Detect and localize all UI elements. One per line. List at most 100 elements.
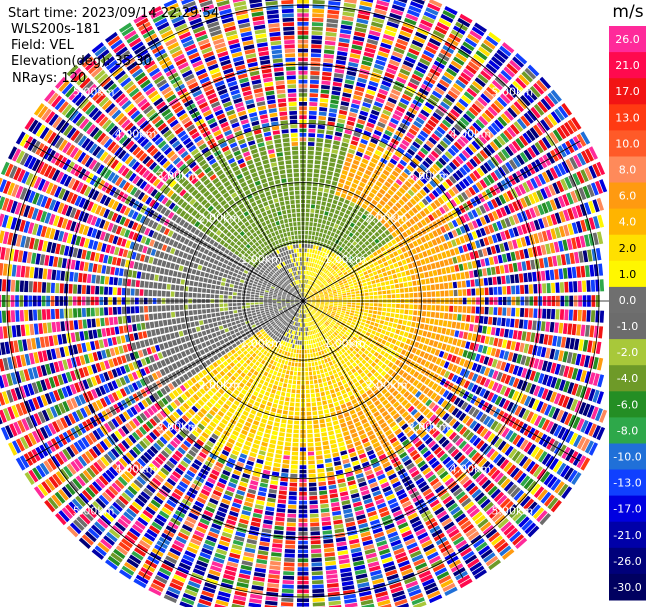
velocity-cell (315, 279, 319, 284)
velocity-cell (349, 286, 354, 290)
velocity-cell (253, 391, 259, 397)
velocity-cell (390, 197, 397, 204)
velocity-cell (457, 75, 469, 86)
velocity-cell (407, 333, 413, 339)
velocity-cell (253, 572, 266, 578)
velocity-cell (339, 316, 344, 320)
velocity-cell (560, 336, 567, 348)
velocity-cell (347, 191, 354, 197)
velocity-cell (396, 163, 405, 171)
velocity-cell (507, 240, 514, 250)
velocity-cell (419, 176, 428, 185)
velocity-cell (399, 254, 405, 260)
velocity-cell (321, 516, 331, 522)
velocity-cell (460, 547, 473, 557)
velocity-cell (356, 302, 360, 306)
velocity-cell (493, 453, 503, 464)
velocity-cell (533, 205, 541, 217)
velocity-cell (448, 175, 457, 184)
velocity-cell (428, 362, 435, 370)
velocity-cell (309, 110, 317, 115)
velocity-cell (332, 176, 339, 182)
velocity-cell (367, 328, 372, 333)
velocity-cell (486, 505, 497, 516)
velocity-cell (391, 269, 396, 274)
velocity-cell (319, 292, 324, 295)
velocity-cell (592, 389, 600, 403)
velocity-cell (332, 327, 336, 331)
velocity-cell (339, 105, 349, 111)
velocity-cell (278, 400, 284, 405)
velocity-cell (318, 115, 327, 121)
velocity-cell (387, 337, 393, 343)
velocity-cell (499, 459, 510, 470)
velocity-cell (507, 107, 518, 118)
velocity-cell (433, 446, 443, 455)
velocity-cell (526, 129, 536, 142)
velocity-cell (387, 361, 394, 368)
velocity-cell (422, 160, 430, 169)
velocity-cell (307, 290, 311, 294)
velocity-cell (377, 367, 384, 374)
velocity-cell (403, 204, 410, 211)
velocity-cell (428, 0, 443, 8)
velocity-cell (424, 257, 430, 264)
velocity-cell (520, 475, 531, 487)
velocity-cell (432, 481, 442, 490)
velocity-cell (496, 220, 503, 231)
velocity-cell (384, 465, 393, 473)
velocity-cell (313, 315, 316, 319)
velocity-cell (504, 145, 514, 157)
velocity-cell (346, 242, 352, 247)
velocity-cell (319, 306, 324, 308)
velocity-cell (554, 227, 561, 239)
velocity-cell (384, 229, 391, 236)
velocity-cell (562, 239, 569, 251)
velocity-cell (288, 361, 292, 366)
velocity-cell (493, 337, 499, 347)
velocity-cell (426, 411, 434, 419)
velocity-cell (422, 408, 431, 416)
velocity-cell (328, 166, 335, 172)
velocity-cell (328, 256, 333, 261)
velocity-cell (368, 161, 376, 168)
velocity-cell (456, 138, 466, 148)
velocity-cell (327, 310, 332, 313)
velocity-cell (460, 45, 473, 55)
velocity-cell (426, 264, 432, 271)
velocity-cell (471, 26, 485, 37)
velocity-cell (349, 312, 354, 316)
velocity-cell (323, 449, 331, 455)
velocity-cell (308, 291, 312, 295)
velocity-cell (396, 324, 402, 330)
velocity-cell (324, 334, 328, 339)
velocity-cell (461, 314, 466, 322)
velocity-cell (324, 328, 329, 332)
velocity-cell (355, 293, 360, 297)
velocity-cell (335, 314, 340, 318)
velocity-cell (328, 384, 334, 390)
velocity-cell (501, 339, 508, 349)
velocity-cell (573, 434, 583, 448)
velocity-cell (504, 264, 509, 274)
velocity-cell (550, 499, 562, 513)
velocity-cell (479, 316, 484, 324)
velocity-cell (290, 366, 294, 371)
velocity-cell (380, 356, 387, 363)
velocity-cell (394, 109, 404, 117)
velocity-cell (470, 352, 477, 361)
velocity-cell (403, 60, 414, 68)
velocity-cell (315, 329, 318, 334)
velocity-cell (419, 163, 427, 172)
velocity-cell (265, 456, 273, 462)
velocity-cell (341, 96, 351, 103)
velocity-cell (391, 294, 396, 299)
velocity-cell (442, 204, 450, 212)
velocity-cell (323, 290, 327, 293)
velocity-cell (321, 521, 332, 526)
velocity-cell (307, 308, 311, 312)
velocity-cell (442, 10, 456, 20)
velocity-cell (325, 362, 330, 368)
velocity-cell (372, 251, 378, 257)
velocity-cell (372, 271, 378, 276)
